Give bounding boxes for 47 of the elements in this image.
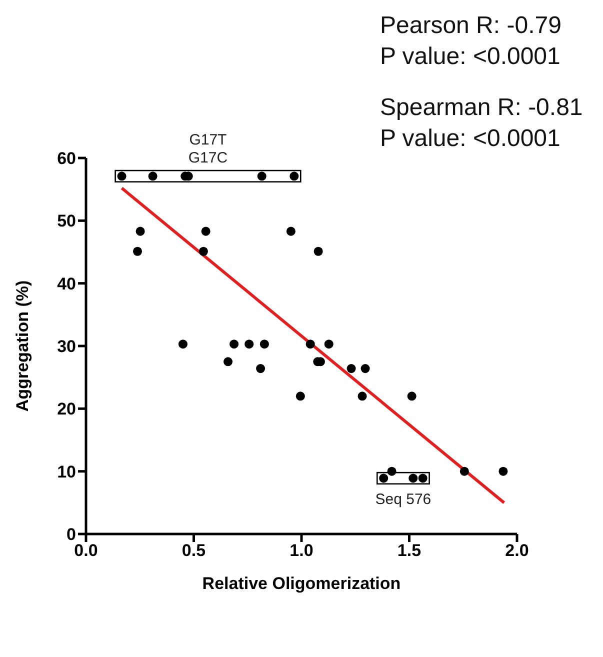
point <box>230 340 239 349</box>
point <box>418 474 428 483</box>
y-tick-label: 50 <box>57 212 76 231</box>
y-tick-label: 0 <box>66 525 76 544</box>
y-axis-title: Aggregation (%) <box>13 280 32 412</box>
point <box>286 226 296 236</box>
point <box>256 364 266 374</box>
point <box>360 364 370 374</box>
y-tick-label: 30 <box>57 337 76 356</box>
point <box>358 392 367 401</box>
point <box>460 466 469 476</box>
annotation: G17T G17C <box>188 132 228 167</box>
point <box>257 172 266 181</box>
point <box>296 392 305 401</box>
point <box>387 466 396 476</box>
x-tick-label: 0.5 <box>182 541 206 560</box>
y-tick-label: 40 <box>57 274 76 294</box>
point <box>306 340 315 349</box>
x-axis-title: Relative Oligomerization <box>202 574 401 593</box>
point <box>198 246 208 256</box>
point <box>379 474 388 483</box>
point <box>136 226 145 236</box>
y-tick-label: 60 <box>57 149 76 168</box>
point <box>346 364 356 374</box>
point <box>260 340 269 349</box>
x-tick-label: 0.0 <box>74 541 98 560</box>
x-tick-label: 1.0 <box>290 541 314 560</box>
point <box>290 172 299 181</box>
y-tick-label: 10 <box>57 462 76 482</box>
x-tick-label: 2.0 <box>505 541 529 560</box>
text: Pearson R: -0.79 P value: <0.0001 <box>380 11 562 72</box>
point <box>148 172 158 181</box>
point <box>408 474 418 483</box>
point <box>244 340 254 349</box>
text: Spearman R: -0.81 P value: <0.0001 <box>380 93 583 154</box>
point <box>178 340 188 349</box>
y-tick-label: 20 <box>57 400 76 419</box>
point <box>201 226 210 236</box>
annotation: Seq 576 <box>375 490 432 508</box>
point <box>498 466 508 476</box>
point <box>224 357 233 366</box>
x-tick-label: 1.5 <box>397 541 422 560</box>
point <box>314 246 323 256</box>
point <box>117 172 126 181</box>
point <box>407 392 416 401</box>
point <box>324 340 334 349</box>
point <box>132 246 142 256</box>
